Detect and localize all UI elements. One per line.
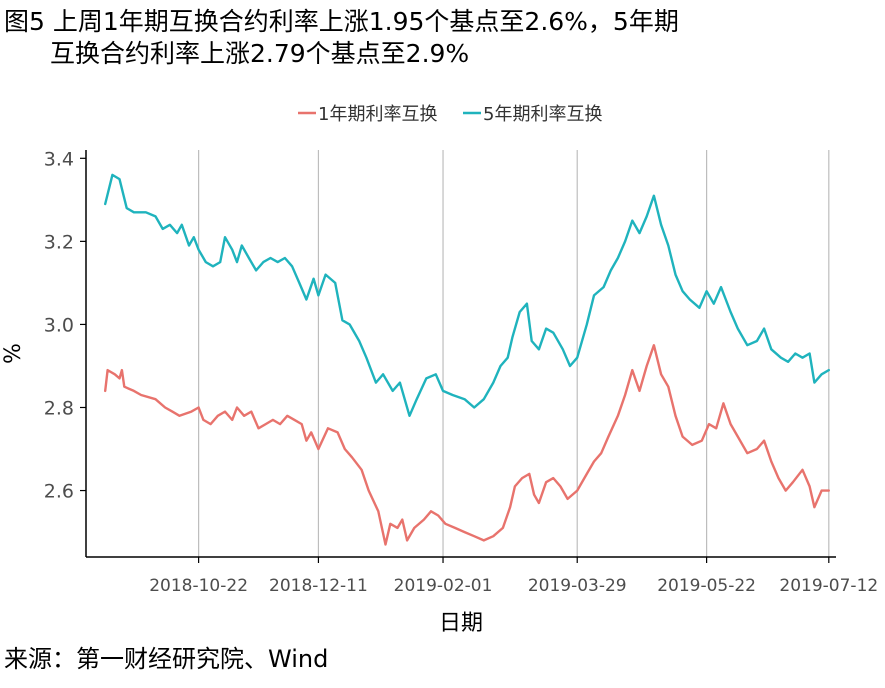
legend-label-2: 5年期利率互换 <box>483 104 602 125</box>
axes <box>80 150 836 563</box>
x-tick-label-3: 2019-03-29 <box>528 576 627 596</box>
line-chart: 1年期利率互换 5年期利率互换 2018-10-22 2018-12-11 2019-… <box>1 104 878 636</box>
y-tick-label-1: 2.8 <box>44 397 74 419</box>
series-line-1 <box>104 344 830 546</box>
x-tick-label-4: 2019-05-22 <box>657 576 756 596</box>
x-tick-label-1: 2018-12-11 <box>269 576 368 596</box>
legend-label-1: 1年期利率互换 <box>318 104 437 125</box>
y-tick-label-2: 3.0 <box>44 314 74 336</box>
y-tick-label-0: 2.6 <box>44 481 74 503</box>
x-tick-label-2: 2019-02-01 <box>394 576 493 596</box>
x-tick-label-5: 2019-07-12 <box>779 576 878 596</box>
axis-labels: 2018-10-22 2018-12-11 2019-02-01 2019-03-29… <box>1 148 878 636</box>
y-tick-label-4: 3.4 <box>44 148 74 170</box>
series-lines <box>104 173 830 546</box>
chart-title-line-1: 图5 上周1年期互换合约利率上涨1.95个基点至2.6%，5年期 <box>4 7 679 36</box>
y-axis-title: % <box>1 343 26 364</box>
chart-title-line-2: 互换合约利率上涨2.79个基点至2.9% <box>50 39 470 68</box>
y-tick-label-3: 3.2 <box>44 231 74 253</box>
chart-title: 图5 上周1年期互换合约利率上涨1.95个基点至2.6%，5年期 互换合约利率上… <box>4 6 874 70</box>
grid-lines <box>198 150 830 557</box>
source-note: 来源：第一财经研究院、Wind <box>4 645 329 673</box>
x-axis-title: 日期 <box>439 611 483 636</box>
x-tick-label-0: 2018-10-22 <box>149 576 248 596</box>
series-line-2 <box>104 173 830 417</box>
legend: 1年期利率互换 5年期利率互换 <box>298 104 602 125</box>
